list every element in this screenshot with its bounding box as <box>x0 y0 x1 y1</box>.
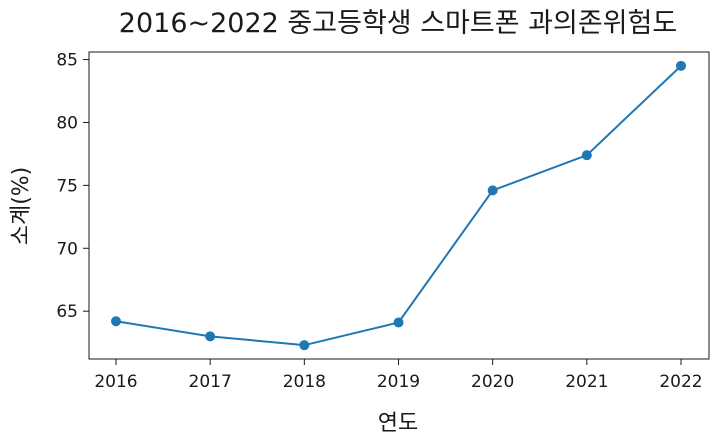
x-tick-label: 2016 <box>94 372 137 392</box>
y-tick-label: 70 <box>56 239 78 259</box>
y-tick-label: 75 <box>56 176 78 196</box>
y-tick-label: 85 <box>56 51 78 71</box>
x-tick-label: 2022 <box>659 372 702 392</box>
data-point <box>205 331 216 342</box>
x-tick-label: 2020 <box>471 372 514 392</box>
y-tick-label: 65 <box>56 302 78 322</box>
chart-title: 2016~2022 중고등학생 스마트폰 과의존위험도 <box>119 8 677 39</box>
data-point <box>487 185 498 196</box>
data-point <box>111 316 121 327</box>
series-line <box>115 65 682 347</box>
x-tick-label: 2018 <box>283 372 326 392</box>
data-point <box>393 317 404 328</box>
x-tick-label: 2019 <box>377 372 420 392</box>
plot-frame <box>88 51 710 360</box>
data-point <box>581 150 592 161</box>
x-tick-label: 2017 <box>189 372 232 392</box>
x-axis: 2016 2017 2018 2019 2020 2021 2022 <box>94 359 703 392</box>
series-layer <box>111 60 686 351</box>
data-point <box>676 60 686 71</box>
y-axis: 65 70 75 80 85 <box>56 51 89 322</box>
y-axis-label: 소계(%) <box>9 167 34 246</box>
x-axis-label: 연도 <box>378 411 418 436</box>
x-tick-label: 2021 <box>565 372 608 392</box>
data-point <box>299 340 310 351</box>
y-tick-label: 80 <box>56 113 78 133</box>
